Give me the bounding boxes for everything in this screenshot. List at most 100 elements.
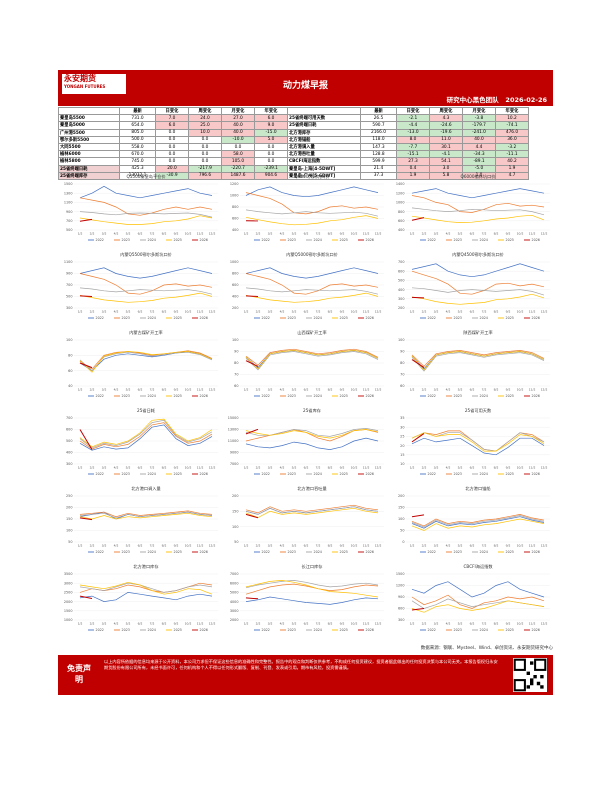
chart-title: Q6000榆林坑口价 [461,173,497,180]
legend-label: 2026 [200,472,208,476]
x-tick-label: 1/2 [410,388,415,392]
x-tick-label: 11/2 [529,310,536,314]
legend-label: 2022 [262,316,270,320]
chart-title: 北方港口库存 [133,563,158,570]
team: 研究中心黑色团队 [446,96,499,104]
logo-text: 永安期货 [64,74,96,83]
y-tick-label: 600 [232,217,238,221]
x-tick-label: 1/2 [78,232,83,236]
series-line [79,215,213,225]
legend-label: 2022 [428,628,436,632]
x-tick-label: 1/2 [78,310,83,314]
series-line [245,267,379,279]
x-tick-label: 8/2 [328,310,333,314]
legend-label: 2025 [506,550,514,554]
chart-title: 25省可用天数 [465,407,492,414]
series-line [245,292,379,303]
series-line [79,197,213,216]
x-tick-label: 9/2 [174,466,179,470]
legend-label: 2025 [506,394,514,398]
legend-label: 2022 [262,472,270,476]
legend-label: 2023 [454,238,462,242]
series-line [79,292,213,303]
x-tick-label: 1/2 [244,466,249,470]
legend-label: 2024 [480,472,488,476]
legend-label: 2022 [96,316,104,320]
y-tick-label: 1000 [396,201,405,205]
x-tick-label: 2/2 [422,388,427,392]
series-line [411,214,545,223]
x-tick-label: 6/2 [470,544,475,548]
x-tick-label: 4/2 [280,544,285,548]
y-tick-label: 150 [398,506,404,510]
y-tick-label: 900 [66,210,72,214]
legend-label: 2024 [314,316,322,320]
x-tick-label: 1/2 [410,622,415,626]
x-tick-label: 7/2 [482,544,487,548]
legend-label: 2023 [288,238,296,242]
y-tick-label: 90 [400,350,404,354]
disclaimer-title: 免责声明 [67,664,91,684]
legend-label: 2026 [200,550,208,554]
y-tick-label: 15000 [228,416,239,420]
series-line [411,188,545,199]
x-tick-label: 11/2 [363,310,370,314]
x-tick-label: 7/2 [150,544,155,548]
x-tick-label: 3/2 [268,466,273,470]
y-tick-label: 700 [66,416,72,420]
legend-label: 2025 [340,472,348,476]
y-tick-label: 200 [232,306,238,310]
y-tick-label: 60 [68,369,72,373]
x-tick-label: 8/2 [494,388,499,392]
x-tick-label: 6/2 [138,232,143,236]
y-tick-label: 30 [400,425,404,429]
x-tick-label: 7/2 [150,232,155,236]
series-line [79,295,93,297]
x-tick-label: 7/2 [316,310,321,314]
logo-en: YONGAN FUTURES [64,84,106,89]
x-tick-label: 2/2 [90,466,95,470]
x-tick-label: 8/2 [162,232,167,236]
chart-title: 长江口库存 [302,563,323,570]
y-tick-label: 25 [400,435,404,439]
series-line [411,515,545,528]
series-line [245,209,379,217]
y-tick-label: 1500 [64,609,73,613]
series-line [79,517,93,521]
y-tick-label: 100 [66,338,72,342]
series-line [79,582,213,593]
y-tick-label: 5000 [230,591,239,595]
legend-label: 2023 [454,394,462,398]
legend-label: 2022 [428,550,436,554]
x-tick-label: 12/2 [209,232,216,236]
y-tick-label: 13000 [228,428,239,432]
x-tick-label: 7/2 [482,232,487,236]
x-tick-label: 9/2 [506,388,511,392]
series-line [245,215,379,226]
legend-label: 2023 [122,472,130,476]
y-tick-label: 1400 [396,182,405,186]
chart-title: Q5500秦皇岛平仓价 [126,173,166,180]
series-line [411,350,545,367]
table-row: 榆林6000 670.0 0.0 0.0 58.0 0.0 北方港吞吐量 128.8 -15.1… [58,150,529,159]
x-tick-label: 6/2 [304,466,309,470]
x-tick-label: 6/2 [138,622,143,626]
y-tick-label: 3000 [64,581,73,585]
legend-label: 2024 [480,628,488,632]
x-tick-label: 1/2 [244,310,249,314]
legend-label: 2024 [480,316,488,320]
x-tick-label: 1/2 [244,622,249,626]
y-tick-label: 1100 [64,201,73,205]
y-tick-label: 80 [400,361,404,365]
x-tick-label: 4/2 [114,544,119,548]
x-tick-label: 6/2 [304,622,309,626]
chart-title: 北方港口锚船 [465,485,490,492]
y-tick-label: 9000 [230,451,239,455]
legend-label: 2022 [428,238,436,242]
x-tick-label: 1/2 [410,466,415,470]
x-tick-label: 5/2 [458,466,463,470]
series-line [79,512,213,520]
series-line [245,186,379,198]
y-tick-label: 10 [400,462,404,466]
